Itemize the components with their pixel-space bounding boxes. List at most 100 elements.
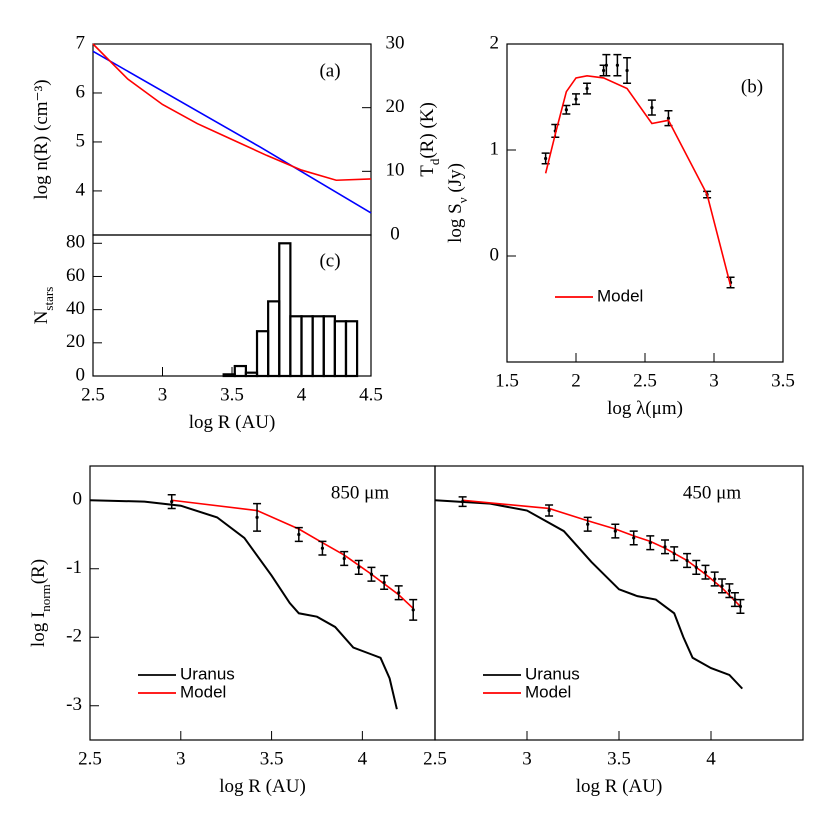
label-part: log I	[28, 612, 49, 647]
data-point	[342, 556, 346, 561]
data-point	[703, 570, 708, 574]
y-axis-label: log n(R) (cm⁻³)	[31, 79, 52, 199]
x-tick-label: 4	[358, 748, 368, 769]
data-point	[648, 541, 652, 545]
y-tick-label: 40	[66, 298, 85, 319]
series-line	[89, 499, 398, 710]
x-tick-label: 4.5	[359, 384, 383, 405]
panel-annotation: (a)	[319, 60, 340, 81]
series-line	[92, 50, 372, 214]
x-tick-label: 2	[571, 370, 581, 391]
series-line	[92, 43, 372, 182]
data-point	[411, 608, 415, 612]
x-tick-label: 2.5	[81, 384, 105, 405]
y-axis-label: log Inorm(R)	[28, 559, 53, 647]
y2-tick-label: 20	[386, 96, 405, 117]
x-axis-label: log R (AU)	[576, 776, 663, 797]
x-tick-label: 1.5	[495, 370, 519, 391]
x-tick-label: 2.5	[633, 370, 657, 391]
histogram-bar	[233, 364, 247, 378]
y-tick-label: 0	[73, 489, 83, 510]
data-point	[564, 108, 568, 112]
data-point	[738, 604, 743, 609]
x-tick-label: 2.5	[423, 748, 447, 769]
data-point	[694, 565, 698, 569]
data-point	[602, 68, 606, 73]
x-tick-label: 3.5	[260, 748, 284, 769]
y-tick-label: 2	[490, 32, 500, 53]
data-point	[544, 156, 548, 161]
x-tick-label: 3	[158, 384, 168, 405]
label-part: (R) (K)	[417, 102, 438, 158]
x-axis-label: log λ(μm)	[607, 398, 683, 419]
label-part: log R (AU)	[219, 776, 306, 797]
histogram-bar	[289, 315, 303, 378]
y2-tick-label: 30	[386, 32, 405, 53]
x-tick-label: 3	[522, 748, 532, 769]
histogram-bar	[322, 315, 336, 378]
data-point	[297, 532, 301, 537]
y-tick-label: 4	[76, 179, 86, 200]
y-tick-label: 1	[490, 138, 500, 159]
data-point	[713, 577, 717, 581]
series-line	[434, 499, 744, 690]
label-part: log R (AU)	[576, 776, 663, 797]
y-axis-label: Nstars	[31, 287, 56, 325]
data-point	[666, 116, 671, 120]
histogram-bar	[278, 242, 292, 378]
series-line	[544, 74, 732, 286]
legend-label: Model	[180, 682, 226, 701]
histogram-bar	[267, 300, 281, 378]
data-point	[604, 63, 608, 67]
x-axis-label: log R (AU)	[189, 412, 276, 433]
legend-label: Uranus	[525, 664, 580, 683]
data-point	[320, 546, 325, 550]
data-point	[613, 529, 617, 533]
plot-frame	[89, 465, 436, 741]
histogram-bar	[344, 320, 359, 378]
data-point	[632, 536, 636, 540]
label-part: d	[427, 158, 442, 165]
y-tick-label: 7	[76, 32, 86, 53]
data-point	[663, 545, 667, 549]
data-point	[357, 565, 361, 569]
panel-annotation: 450 μm	[683, 482, 741, 503]
x-tick-label: 2.5	[78, 748, 102, 769]
y-tick-label: 0	[76, 364, 86, 385]
y-tick-label: 0	[490, 244, 500, 265]
data-point	[685, 558, 689, 563]
legend-label: Model	[597, 286, 643, 305]
data-point	[586, 522, 590, 526]
data-point	[255, 515, 259, 519]
histogram-bar	[311, 315, 325, 378]
panel-annotation: (c)	[319, 250, 340, 271]
histogram-bar	[300, 315, 314, 378]
label-part: log λ(μm)	[607, 398, 683, 419]
x-tick-label: 3	[176, 748, 186, 769]
y-tick-label: 60	[66, 265, 85, 286]
x-axis-label: log R (AU)	[219, 776, 306, 797]
label-part: log S	[445, 203, 466, 243]
data-point	[461, 500, 465, 504]
x-tick-label: 3.5	[607, 748, 631, 769]
panel-annotation: 850 μm	[331, 482, 389, 503]
series-line	[171, 499, 414, 610]
data-point	[574, 97, 578, 101]
histogram-bar	[333, 320, 348, 378]
data-point	[672, 552, 676, 556]
legend-label: Uranus	[180, 664, 235, 683]
data-point	[733, 597, 737, 602]
histogram-bar	[255, 330, 270, 378]
x-tick-label: 3.5	[220, 384, 244, 405]
x-tick-label: 4	[706, 748, 716, 769]
y2-tick-label: 0	[390, 223, 400, 244]
x-tick-label: 3.5	[771, 370, 795, 391]
label-part: ν	[455, 197, 470, 203]
histogram-bar	[222, 373, 236, 378]
label-part: (Jy)	[445, 163, 466, 197]
y-tick-label: 20	[66, 331, 85, 352]
y-tick-label: 5	[76, 130, 86, 151]
data-point	[369, 572, 374, 576]
data-point	[585, 86, 589, 91]
